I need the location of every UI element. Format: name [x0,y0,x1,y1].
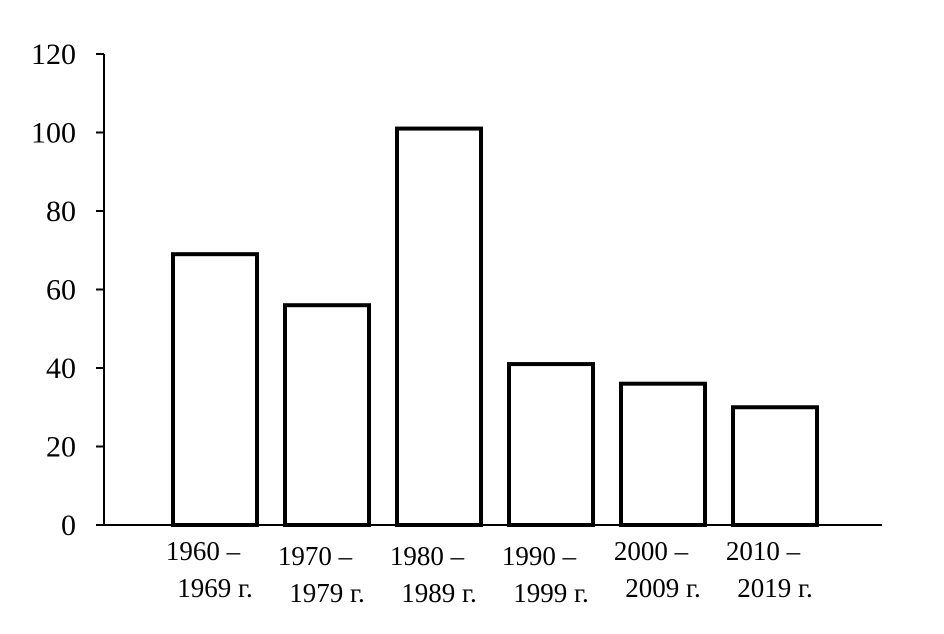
bars [171,126,819,528]
x-tick-label: 1980 – [390,541,465,571]
bar [395,126,483,527]
x-tick-label: 2009 г. [625,573,701,603]
x-tick-label: 2000 – [614,536,689,566]
x-tick-label: 1990 – [502,541,577,571]
x-tick-label: 2010 – [726,536,801,566]
bar [619,381,707,528]
bar [507,362,595,528]
y-tick-label: 80 [46,195,76,228]
x-tick-label: 1969 г. [177,573,253,603]
y-tick-label: 0 [61,509,76,542]
y-tick-label: 120 [31,38,76,71]
bar [283,303,371,528]
x-tick-label: 1970 – [278,541,353,571]
x-axis: 1960 – 1969 г. 1970 – 1979 г. 1980 – 1989 г. 1… [104,524,882,608]
y-tick-label: 40 [46,352,76,385]
y-tick-label: 100 [31,117,76,150]
y-axis: 0 20 40 60 80 100 120 [31,38,105,542]
x-tick-label: 1999 г. [513,578,589,608]
y-tick-label: 20 [46,431,76,464]
x-tick-label: 1989 г. [401,578,477,608]
x-tick-label: 1960 – [166,536,241,566]
x-tick-label: 1979 г. [289,578,365,608]
bar [171,252,259,528]
x-tick-label: 2019 г. [737,573,813,603]
y-tick-label: 60 [46,274,76,307]
bar [731,405,819,527]
